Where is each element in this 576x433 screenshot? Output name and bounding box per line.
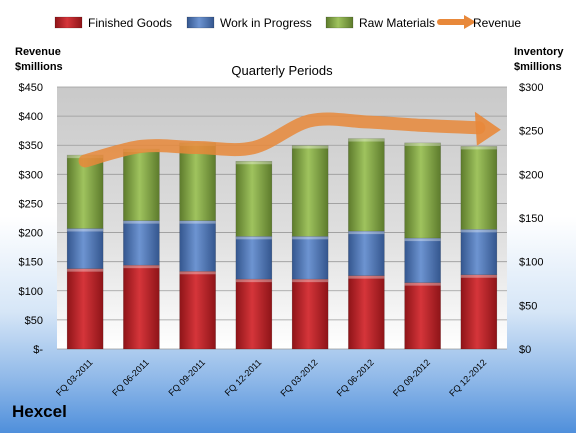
bar-segment-highlight — [235, 279, 272, 283]
bar-segment — [291, 278, 329, 350]
bar-segment-highlight — [179, 271, 216, 275]
bar-segment — [235, 278, 273, 350]
left-tick-label: $300 — [19, 169, 43, 181]
bar-segment-highlight — [348, 231, 385, 235]
x-tick-label: FQ 12-2012 — [447, 357, 488, 398]
bar-segment — [460, 274, 498, 350]
bar-segment — [66, 268, 104, 350]
x-tick-label: FQ 09-2012 — [391, 357, 432, 398]
bar-segment — [179, 271, 216, 350]
bar-segment-highlight — [235, 161, 272, 165]
bar-segment-highlight — [123, 265, 160, 269]
left-tick-label: $150 — [19, 257, 43, 269]
left-tick-label: $450 — [19, 82, 43, 94]
bar-segment-highlight — [67, 268, 104, 272]
bar-segment — [404, 282, 441, 350]
bar-segment — [123, 264, 160, 350]
left-tick-label: $50 — [25, 315, 43, 327]
bar-segment — [123, 148, 160, 221]
bar-segment — [66, 228, 104, 269]
bar-segment — [235, 160, 273, 237]
bar-segment — [179, 220, 216, 272]
bar-segment-highlight — [123, 220, 160, 224]
left-tick-label: $- — [33, 344, 43, 356]
x-tick-label: FQ 12-2011 — [223, 357, 264, 398]
bar-segment-highlight — [348, 275, 385, 279]
bar-segment — [348, 275, 385, 350]
bar-segment — [460, 229, 498, 276]
bar-segment-highlight — [460, 229, 497, 233]
right-tick-label: $300 — [519, 82, 543, 94]
left-axis-title: Revenue — [15, 46, 61, 58]
left-axis-title: $millions — [15, 61, 63, 73]
legend-label: Work in Progress — [220, 16, 312, 30]
right-tick-label: $0 — [519, 344, 531, 356]
left-tick-label: $400 — [19, 111, 43, 123]
x-tick-label: FQ 03-2011 — [54, 357, 95, 398]
bar-segment-highlight — [404, 238, 441, 242]
right-tick-label: $50 — [519, 300, 537, 312]
bar-segment — [460, 146, 498, 230]
legend-swatch — [186, 16, 215, 29]
legend-swatch — [54, 16, 83, 29]
bar-segment-highlight — [460, 274, 497, 278]
legend-label: Revenue — [473, 16, 521, 30]
right-axis-title: Inventory — [514, 46, 564, 58]
bar-segment-highlight — [460, 146, 497, 150]
bar-segment-highlight — [235, 236, 272, 240]
left-tick-label: $350 — [19, 140, 43, 152]
x-tick-label: FQ 06-2011 — [110, 357, 151, 398]
right-tick-label: $250 — [519, 126, 543, 138]
company-name: Hexcel — [12, 402, 67, 421]
legend-label: Raw Materials — [359, 16, 435, 30]
bar-segment-highlight — [179, 220, 216, 224]
x-tick-label: FQ 03-2012 — [279, 357, 320, 398]
legend-swatch — [325, 16, 354, 29]
legend-label: Finished Goods — [88, 16, 172, 30]
bar-segment-highlight — [292, 236, 329, 240]
revenue-line — [78, 112, 486, 168]
bar-segment-highlight — [67, 228, 104, 232]
bar-segment — [404, 142, 441, 239]
bar-segment-highlight — [404, 142, 441, 146]
bar-segment — [348, 138, 385, 232]
revenue-arrowhead — [474, 111, 501, 146]
x-tick-label: FQ 06-2012 — [335, 357, 376, 398]
right-axis-title: $millions — [514, 61, 562, 73]
bar-segment-highlight — [404, 282, 441, 286]
bar-segment-highlight — [348, 138, 385, 142]
bar-segment — [123, 220, 160, 266]
bar-segment — [235, 236, 273, 280]
chart-title: Quarterly Periods — [231, 63, 333, 78]
bar-segment — [291, 236, 329, 280]
legend-swatch-arrow — [464, 15, 476, 29]
bar-segment-highlight — [292, 145, 329, 149]
right-tick-label: $100 — [519, 257, 543, 269]
bar-segment — [291, 145, 329, 237]
right-tick-label: $200 — [519, 169, 543, 181]
bar-segment-highlight — [292, 279, 329, 283]
left-tick-label: $100 — [19, 286, 43, 298]
right-tick-label: $150 — [519, 213, 543, 225]
left-tick-label: $250 — [19, 198, 43, 210]
bar-segment — [404, 237, 441, 283]
left-tick-label: $200 — [19, 228, 43, 240]
bar-segment — [348, 230, 385, 276]
bar-segment — [179, 142, 216, 221]
x-tick-label: FQ 09-2011 — [166, 357, 207, 398]
